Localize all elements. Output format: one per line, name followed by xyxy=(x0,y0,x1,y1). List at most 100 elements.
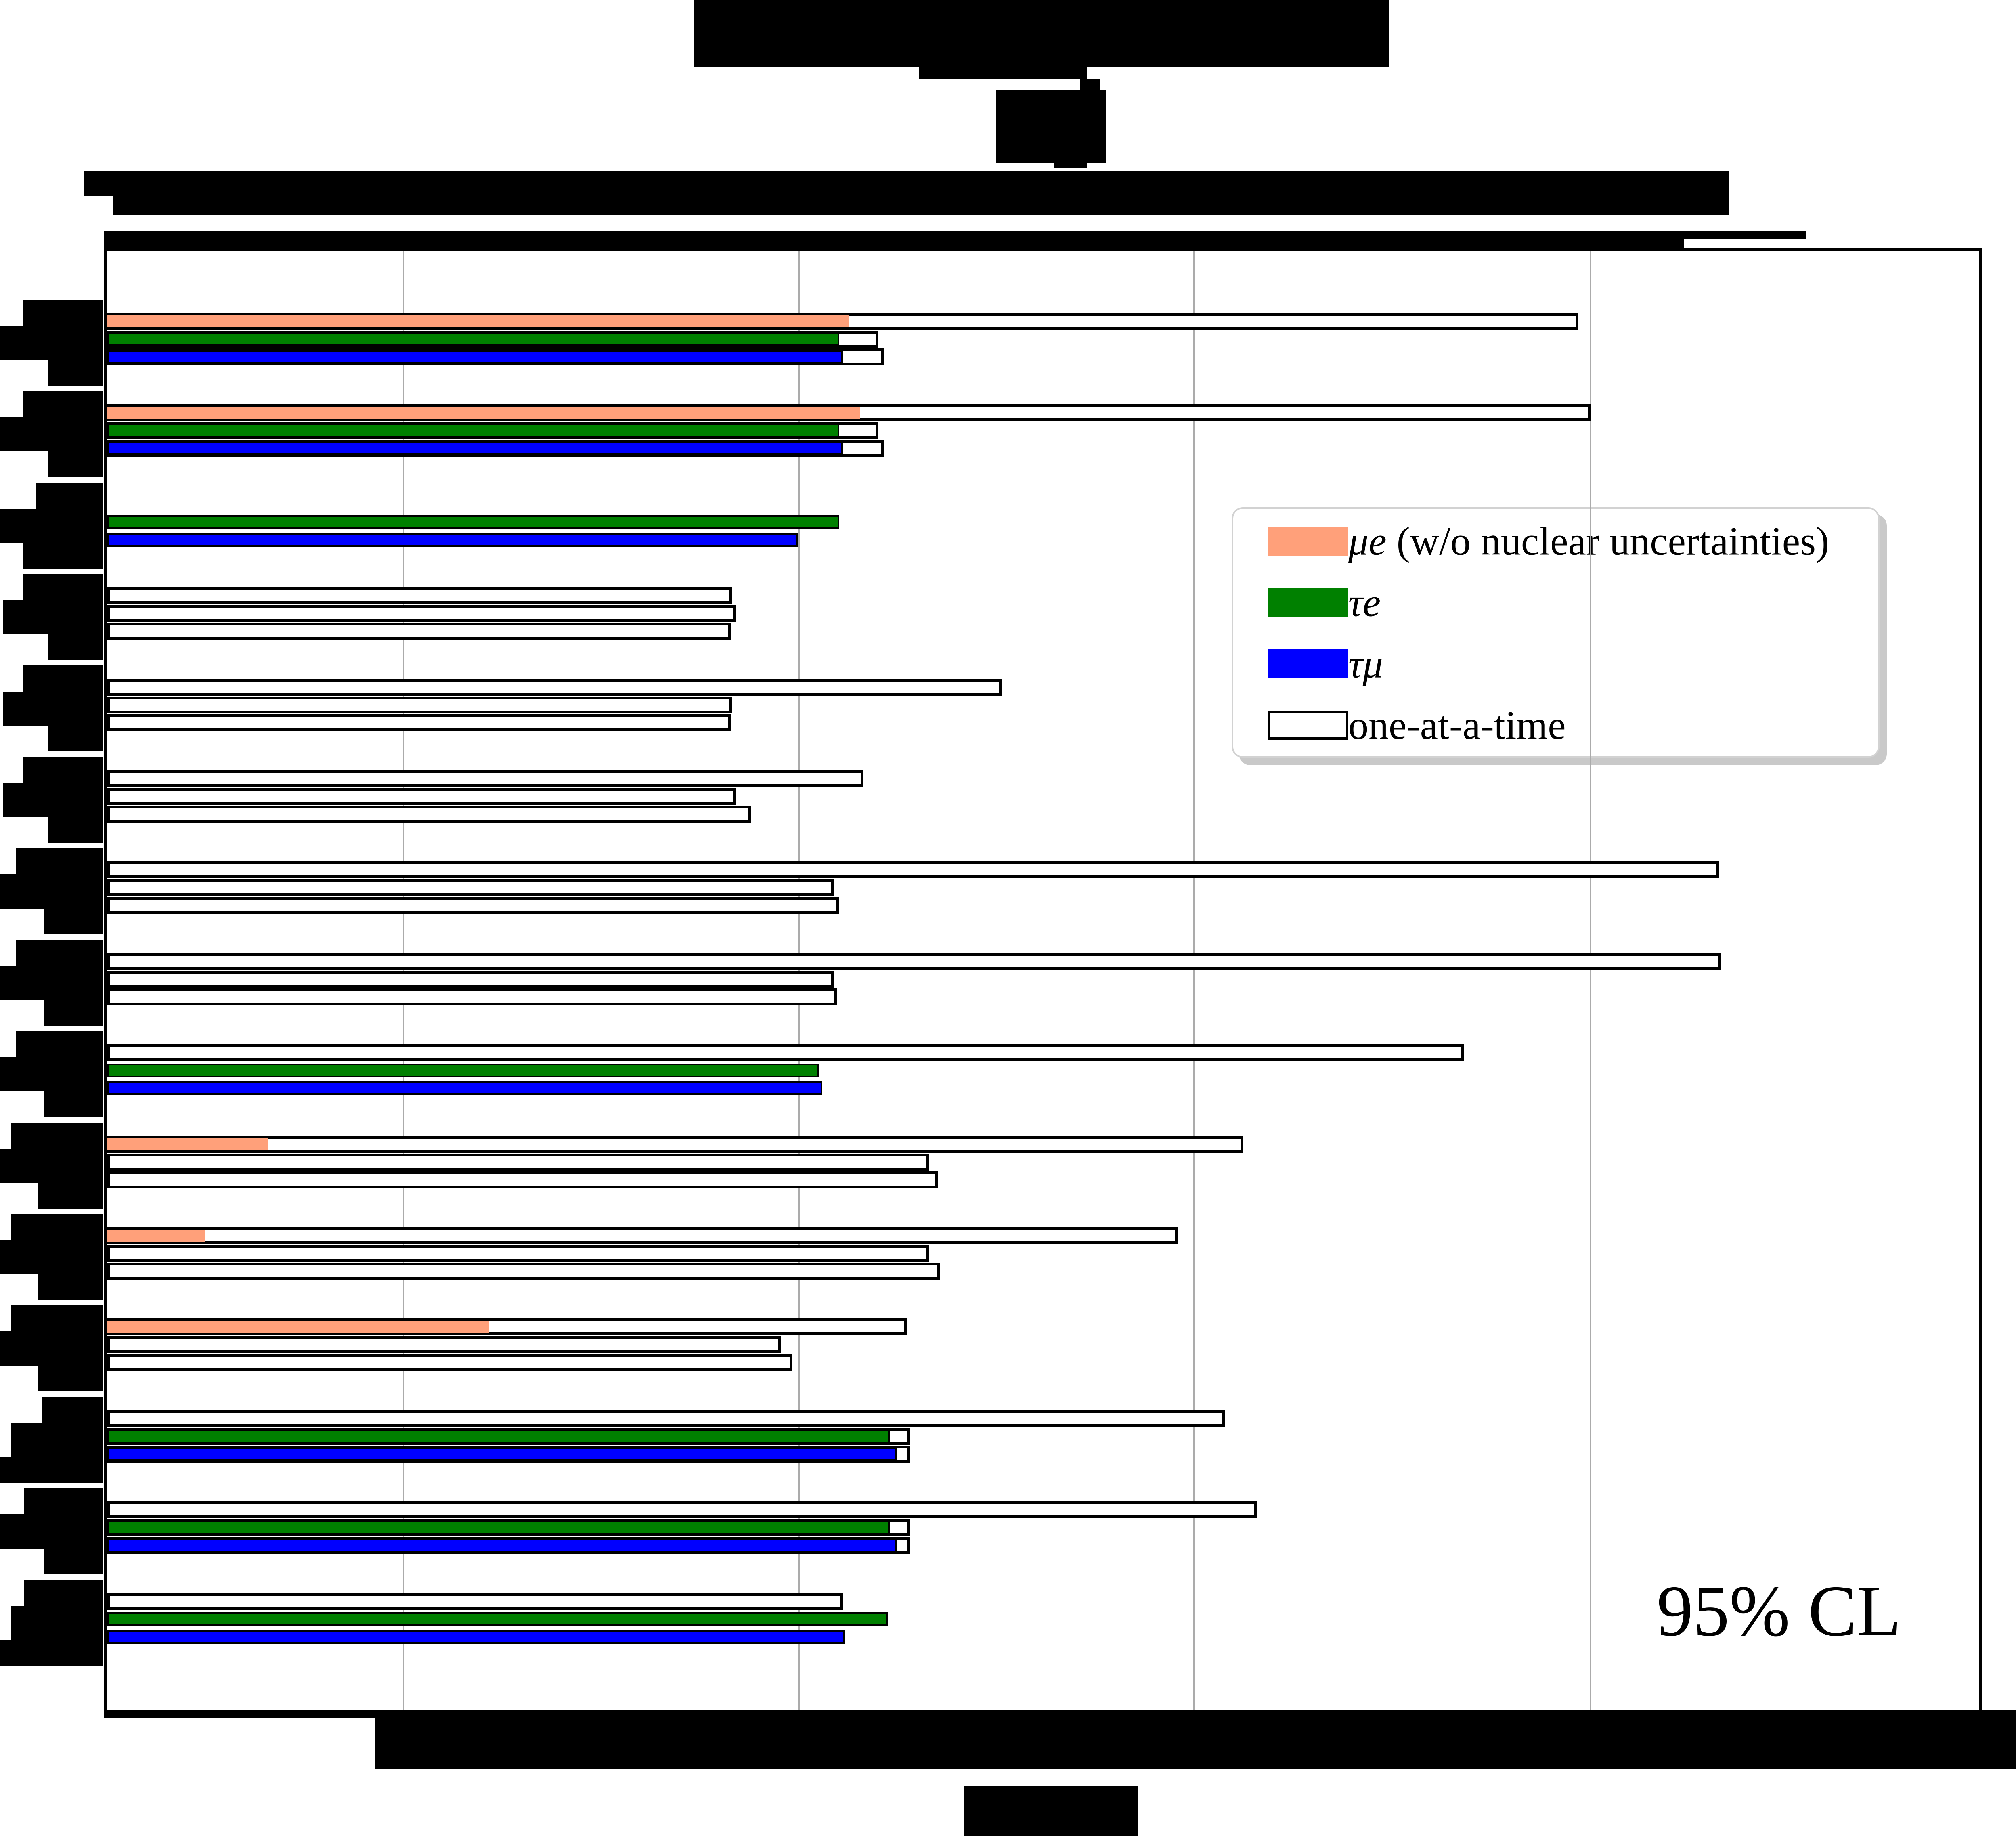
redacted-ytick-label-g13-2 xyxy=(11,1423,103,1457)
tau-e-bar-g14 xyxy=(107,1521,890,1535)
tau-e-bar-g9 xyxy=(107,1064,819,1078)
one-at-a-time-bar-g12-tau_mu xyxy=(107,1354,792,1371)
redacted-ytick-label-g1-3 xyxy=(48,360,103,386)
redacted-ytick-label-g8-2 xyxy=(0,965,103,1000)
redacted-ytick-label-g11-2 xyxy=(0,1240,103,1274)
legend-swatch-one-at-a-time xyxy=(1268,711,1348,740)
x-gridline-4 xyxy=(1589,251,1591,1710)
redacted-ytick-label-g9-2 xyxy=(0,1057,103,1092)
redacted-ytick-label-g3-3 xyxy=(23,543,103,569)
redacted-ytick-label-g12-2 xyxy=(0,1331,103,1366)
one-at-a-time-bar-g10-tau_mu xyxy=(107,1171,938,1188)
redacted-ytick-label-g15-1 xyxy=(24,1579,103,1606)
redacted-ytick-label-g2-2 xyxy=(0,417,103,452)
redacted-ytick-label-g6-3 xyxy=(48,817,103,843)
redacted-text-block-title-formula-bar xyxy=(919,67,1087,79)
legend-swatch-tau-e xyxy=(1268,588,1348,617)
redacted-ytick-label-g4-3 xyxy=(48,634,103,660)
redacted-ytick-label-g4-2 xyxy=(3,600,103,635)
redacted-text-block-title-formula-a xyxy=(1080,79,1100,90)
redacted-ytick-label-g10-3 xyxy=(38,1183,103,1209)
redacted-ytick-label-g13-1 xyxy=(42,1396,103,1423)
one-at-a-time-bar-g6-tau_e xyxy=(107,788,736,805)
one-at-a-time-bar-g8-tau_e xyxy=(107,970,834,988)
one-at-a-time-bar-g14-mu_e xyxy=(107,1501,1257,1519)
redacted-ytick-label-g8-3 xyxy=(44,1000,103,1026)
one-at-a-time-bar-g6-mu_e xyxy=(107,770,863,787)
tau-e-bar-g3 xyxy=(107,515,839,529)
redacted-ytick-label-g11-1 xyxy=(11,1214,103,1240)
plot-frame-top xyxy=(104,248,1982,251)
redacted-ytick-label-g10-2 xyxy=(0,1148,103,1183)
redacted-ytick-label-g1-2 xyxy=(0,326,103,360)
one-at-a-time-bar-g5-tau_mu xyxy=(107,714,731,731)
redacted-ytick-label-g6-2 xyxy=(3,783,103,817)
redacted-ytick-label-g15-2 xyxy=(11,1605,103,1640)
one-at-a-time-bar-g6-tau_mu xyxy=(107,806,751,823)
redacted-ytick-label-g7-3 xyxy=(44,909,103,934)
redacted-ytick-label-g5-2 xyxy=(3,691,103,726)
redacted-ytick-label-g5-1 xyxy=(23,665,103,692)
tau-mu-bar-g9 xyxy=(107,1081,822,1095)
tau-e-bar-g13 xyxy=(107,1429,890,1443)
legend-label-mu-e: μe (w/o nuclear uncertainties) xyxy=(1348,518,1829,564)
redacted-text-block-subtitle-left xyxy=(84,171,113,196)
redacted-ytick-label-g5-3 xyxy=(48,726,103,751)
tau-mu-bar-g15 xyxy=(107,1630,845,1644)
legend-item-mu-e: μe (w/o nuclear uncertainties) xyxy=(1233,510,1878,572)
one-at-a-time-bar-g5-mu_e xyxy=(107,678,1002,696)
one-at-a-time-bar-g5-tau_e xyxy=(107,696,732,713)
tau-e-bar-g15 xyxy=(107,1612,888,1626)
redacted-ytick-label-g9-3 xyxy=(44,1091,103,1117)
x-gridline-3 xyxy=(1192,251,1195,1710)
legend: μe (w/o nuclear uncertainties) τe τμ one… xyxy=(1232,507,1880,758)
redacted-ytick-label-g11-3 xyxy=(38,1274,103,1300)
legend-swatch-tau-mu xyxy=(1268,649,1348,678)
plot-frame-left xyxy=(104,248,107,1710)
tau-mu-bar-g14 xyxy=(107,1538,897,1553)
redacted-ytick-label-g3-1 xyxy=(36,482,103,509)
mu-e-bar-g1 xyxy=(107,315,849,327)
one-at-a-time-bar-g9-mu_e xyxy=(107,1044,1464,1062)
mu-e-bar-g12 xyxy=(107,1321,489,1333)
redacted-ytick-label-g2-3 xyxy=(48,451,103,477)
redacted-text-block-top-ticks-tail xyxy=(1684,231,1806,239)
tau-mu-bar-g13 xyxy=(107,1447,897,1461)
legend-label-tau-mu: τμ xyxy=(1348,641,1383,686)
redacted-ytick-label-g14-3 xyxy=(44,1549,103,1574)
one-at-a-time-bar-g11-tau_mu xyxy=(107,1263,940,1280)
tau-e-bar-g1 xyxy=(107,332,839,346)
mu-e-bar-g10 xyxy=(107,1138,268,1150)
legend-label-tau-e: τe xyxy=(1348,580,1381,625)
legend-item-one-at-a-time: one-at-a-time xyxy=(1233,695,1878,756)
redacted-ytick-label-g13-3 xyxy=(0,1457,103,1483)
redacted-ytick-label-g9-1 xyxy=(16,1031,103,1058)
redacted-ytick-label-g14-1 xyxy=(24,1488,103,1515)
one-at-a-time-bar-g4-tau_e xyxy=(107,605,736,622)
redacted-text-block-xlabel-block xyxy=(964,1786,1138,1836)
redacted-ytick-label-g7-2 xyxy=(0,874,103,909)
redacted-text-block-subtitle-band xyxy=(113,171,1729,215)
one-at-a-time-bar-g7-mu_e xyxy=(107,861,1719,879)
redacted-text-block-top-ticks-band xyxy=(104,231,1684,248)
redacted-ytick-label-g8-1 xyxy=(16,939,103,966)
one-at-a-time-bar-g12-tau_e xyxy=(107,1336,781,1353)
redacted-ytick-label-g7-1 xyxy=(16,848,103,875)
redacted-ytick-label-g12-1 xyxy=(11,1305,103,1332)
legend-swatch-mu-e xyxy=(1268,527,1348,556)
one-at-a-time-bar-g10-mu_e xyxy=(107,1135,1243,1153)
redacted-ytick-label-g4-1 xyxy=(23,574,103,600)
redacted-text-block-title-line xyxy=(694,0,1389,67)
mu-e-bar-g11 xyxy=(107,1230,205,1242)
one-at-a-time-bar-g7-tau_mu xyxy=(107,897,839,914)
redacted-text-block-title-formula-c xyxy=(1054,162,1087,168)
one-at-a-time-bar-g10-tau_e xyxy=(107,1153,929,1171)
tau-mu-bar-g1 xyxy=(107,350,843,364)
legend-label-one-at-a-time: one-at-a-time xyxy=(1348,703,1566,748)
redacted-text-block-bottom-axis-band xyxy=(104,1710,2016,1718)
redacted-ytick-label-g12-3 xyxy=(38,1366,103,1391)
redacted-text-block-title-formula-b xyxy=(996,90,1106,163)
one-at-a-time-bar-g13-mu_e xyxy=(107,1410,1225,1427)
legend-item-tau-e: τe xyxy=(1233,572,1878,633)
